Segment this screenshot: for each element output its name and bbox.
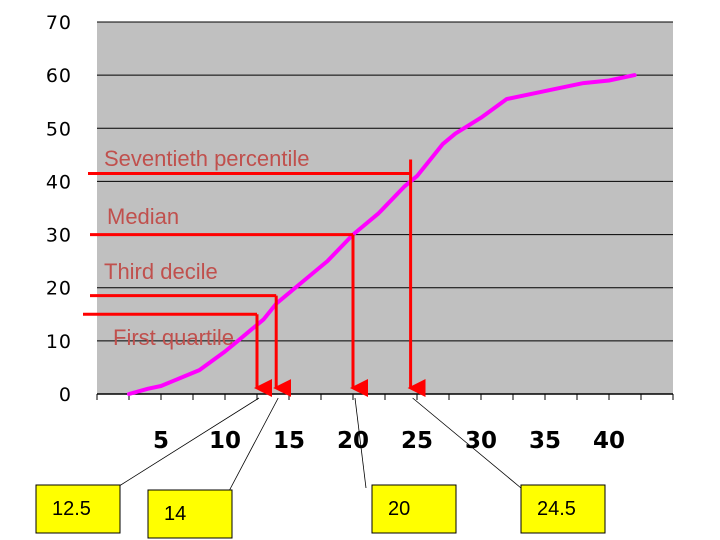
x-tick-label: 40 [593, 428, 625, 454]
x-tick-label: 5 [153, 428, 169, 454]
y-tick-label: 20 [46, 278, 72, 300]
value-connector [227, 397, 279, 494]
y-tick-label: 50 [46, 118, 72, 140]
value-box [147, 489, 233, 539]
value-connector [115, 397, 260, 489]
annotation-label: Median [107, 204, 179, 229]
annotations: Seventieth percentile 24.5 Median 20 Third d… [35, 146, 606, 539]
x-tick-label: 10 [209, 428, 241, 454]
y-tick-label: 40 [46, 171, 72, 193]
y-tick-label: 10 [46, 331, 72, 353]
value-box [520, 484, 606, 534]
x-tick-label: 25 [401, 428, 433, 454]
value-box-label: 20 [388, 498, 410, 520]
value-box [35, 484, 121, 534]
annotation-label: First quartile [113, 325, 234, 350]
value-box-label: 14 [164, 503, 186, 525]
y-tick-label: 30 [46, 225, 72, 247]
y-axis-ticks: 0 10 20 30 40 50 60 70 [46, 12, 72, 406]
x-axis-ticks: 5 10 15 20 25 30 35 40 [96, 394, 674, 454]
y-tick-label: 60 [46, 65, 72, 87]
annotation-label: Third decile [104, 259, 218, 284]
value-box-label: 12.5 [52, 498, 91, 520]
value-box-label: 24.5 [537, 498, 576, 520]
value-connector [354, 397, 367, 489]
x-tick-label: 15 [273, 428, 305, 454]
y-tick-label: 0 [59, 384, 72, 406]
value-box [371, 484, 457, 534]
x-tick-label: 35 [529, 428, 561, 454]
x-tick-label: 20 [337, 428, 369, 454]
annotation-label: Seventieth percentile [104, 146, 309, 171]
y-tick-label: 70 [46, 12, 72, 34]
x-tick-label: 30 [465, 428, 497, 454]
value-connector [412, 397, 522, 489]
